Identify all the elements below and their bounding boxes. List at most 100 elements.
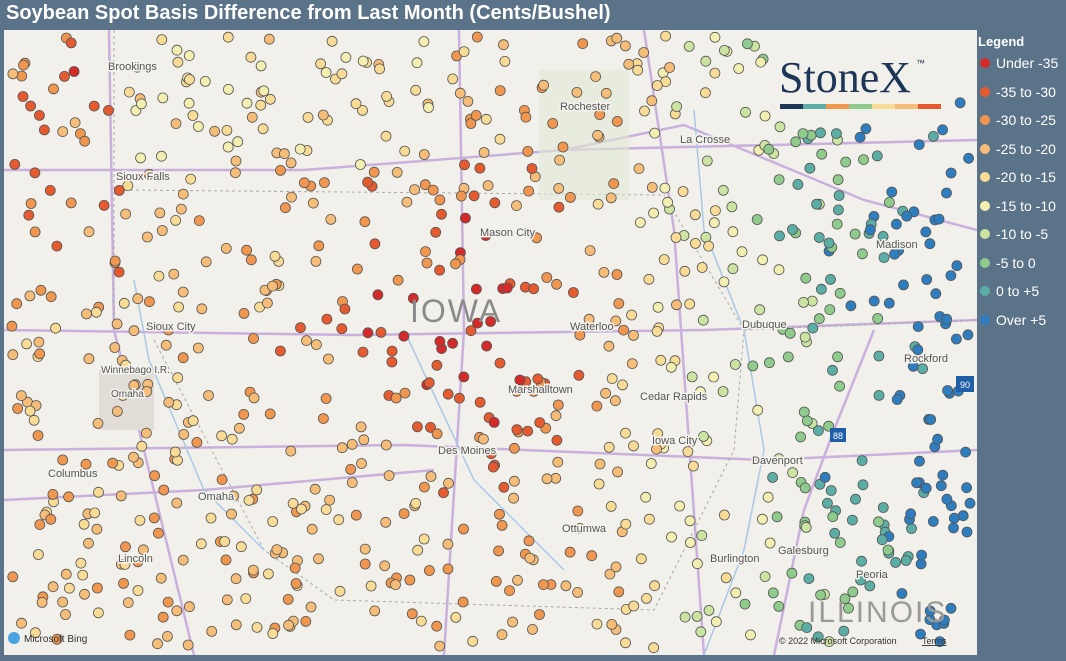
map-dot[interactable] xyxy=(23,209,35,221)
map-dot[interactable] xyxy=(954,97,966,109)
map-dot[interactable] xyxy=(442,538,454,550)
map-dot[interactable] xyxy=(350,509,362,521)
map-dot[interactable] xyxy=(594,109,606,120)
map-dot[interactable] xyxy=(120,208,131,220)
map-dot[interactable] xyxy=(200,256,212,268)
map-dot[interactable] xyxy=(649,580,660,592)
map-dot[interactable] xyxy=(222,31,234,43)
map-dot[interactable] xyxy=(623,58,635,70)
map-dot[interactable] xyxy=(401,196,413,208)
map-dot[interactable] xyxy=(390,579,401,590)
map-dot[interactable] xyxy=(317,109,329,121)
map-dot[interactable] xyxy=(156,225,168,236)
map-dot[interactable] xyxy=(494,508,505,520)
map-dot[interactable] xyxy=(261,297,273,309)
terms-link[interactable]: Terms xyxy=(922,636,947,646)
map-dot[interactable] xyxy=(507,616,519,628)
map-dot[interactable] xyxy=(434,640,446,652)
map-dot[interactable] xyxy=(298,177,310,189)
map-dot[interactable] xyxy=(773,264,785,276)
map-dot[interactable] xyxy=(398,330,410,342)
map-dot[interactable] xyxy=(434,264,446,276)
map-dot[interactable] xyxy=(415,615,427,627)
map-dot[interactable] xyxy=(945,270,957,282)
map-dot[interactable] xyxy=(572,505,584,517)
map-dot[interactable] xyxy=(177,286,189,298)
map-dot[interactable] xyxy=(873,389,885,401)
map-dot[interactable] xyxy=(459,159,470,171)
map-dot[interactable] xyxy=(109,342,121,353)
map-dot[interactable] xyxy=(840,156,852,168)
map-dot[interactable] xyxy=(553,182,565,194)
map-dot[interactable] xyxy=(173,301,185,313)
map-dot[interactable] xyxy=(914,455,925,467)
map-dot[interactable] xyxy=(24,290,36,302)
map-dot[interactable] xyxy=(220,554,232,566)
map-dot[interactable] xyxy=(345,463,357,475)
map-dot[interactable] xyxy=(140,427,152,439)
map-dot[interactable] xyxy=(83,226,95,238)
map-dot[interactable] xyxy=(16,617,27,629)
map-dot[interactable] xyxy=(847,586,859,598)
map-dot[interactable] xyxy=(289,562,301,574)
map-dot[interactable] xyxy=(65,37,77,49)
map-dot[interactable] xyxy=(800,272,812,284)
map-dot[interactable] xyxy=(21,338,33,350)
map-dot[interactable] xyxy=(684,515,696,527)
map-dot[interactable] xyxy=(123,86,135,98)
map-dot[interactable] xyxy=(431,359,443,371)
map-dot[interactable] xyxy=(372,289,384,301)
map-dot[interactable] xyxy=(690,237,701,249)
map-dot[interactable] xyxy=(128,325,140,337)
map-dot[interactable] xyxy=(457,596,469,608)
map-dot[interactable] xyxy=(318,177,330,189)
map-dot[interactable] xyxy=(924,605,936,617)
map-dot[interactable] xyxy=(644,513,655,525)
map-dot[interactable] xyxy=(541,473,553,485)
map-dot[interactable] xyxy=(45,291,57,303)
map-dot[interactable] xyxy=(320,504,332,515)
map-dot[interactable] xyxy=(28,414,40,426)
map-dot[interactable] xyxy=(925,414,937,425)
map-dot[interactable] xyxy=(468,190,480,202)
map-dot[interactable] xyxy=(447,73,459,85)
map-dot[interactable] xyxy=(620,40,631,52)
map-dot[interactable] xyxy=(727,263,739,275)
map-dot[interactable] xyxy=(143,168,155,180)
map-dot[interactable] xyxy=(708,217,720,229)
map-dot[interactable] xyxy=(816,283,827,295)
map-dot[interactable] xyxy=(951,333,962,345)
map-dot[interactable] xyxy=(467,635,479,647)
map-dot[interactable] xyxy=(33,549,44,560)
map-dot[interactable] xyxy=(245,254,257,266)
map-dot[interactable] xyxy=(258,85,270,97)
map-dot[interactable] xyxy=(152,527,164,539)
map-dot[interactable] xyxy=(613,298,625,309)
map-dot[interactable] xyxy=(871,150,883,162)
map-dot[interactable] xyxy=(471,31,483,43)
map-dot[interactable] xyxy=(565,191,576,203)
map-dot[interactable] xyxy=(322,353,334,365)
map-dot[interactable] xyxy=(906,523,917,534)
map-dot[interactable] xyxy=(351,263,363,275)
map-dot[interactable] xyxy=(924,238,936,250)
map-dot[interactable] xyxy=(934,636,946,647)
map-dot[interactable] xyxy=(655,354,667,366)
map-dot[interactable] xyxy=(132,585,144,596)
map-dot[interactable] xyxy=(228,490,240,502)
map-dot[interactable] xyxy=(334,585,346,597)
map-dot[interactable] xyxy=(255,99,267,111)
map-dot[interactable] xyxy=(961,482,972,494)
map-dot[interactable] xyxy=(44,184,56,196)
map-dot[interactable] xyxy=(380,439,392,451)
map-dot[interactable] xyxy=(754,304,766,316)
map-dot[interactable] xyxy=(81,308,92,320)
map-dot[interactable] xyxy=(813,313,825,325)
map-dot[interactable] xyxy=(425,471,437,482)
map-dot[interactable] xyxy=(83,353,95,365)
map-dot[interactable] xyxy=(369,238,381,250)
map-dot[interactable] xyxy=(671,299,682,311)
map-dot[interactable] xyxy=(594,458,606,470)
map-dot[interactable] xyxy=(358,434,370,446)
map-dot[interactable] xyxy=(458,523,469,535)
